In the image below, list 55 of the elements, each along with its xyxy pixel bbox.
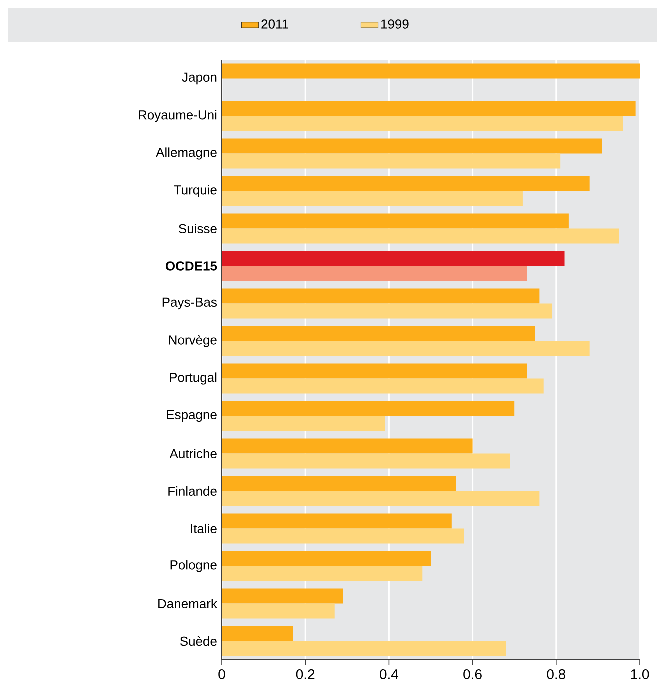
- bar: [222, 228, 620, 244]
- y-tick-label: Allemagne: [156, 148, 217, 160]
- bar: [222, 626, 294, 642]
- bar: [222, 64, 640, 79]
- bar: [222, 116, 624, 132]
- bar: [222, 326, 536, 342]
- bar: [222, 528, 464, 544]
- bar: [222, 476, 456, 492]
- x-tick-label: 0.4: [380, 670, 399, 680]
- bar: [222, 566, 423, 582]
- legend-label: 2011: [262, 20, 288, 29]
- bar: [222, 288, 540, 304]
- y-tick-label: Suède: [180, 636, 217, 646]
- y-tick-label: OCDE15: [166, 262, 218, 271]
- bar: [222, 191, 523, 206]
- bar: [222, 304, 552, 319]
- bar: [222, 266, 528, 282]
- bar: [222, 438, 473, 454]
- x-tick-label: 1.0: [631, 670, 650, 680]
- bar: [222, 641, 506, 656]
- bar: [222, 551, 431, 566]
- bar: [222, 364, 528, 379]
- x-tick-label: 0: [218, 670, 226, 680]
- bar: [222, 401, 515, 416]
- y-tick-label: Turquie: [174, 185, 217, 198]
- bar: [222, 491, 540, 506]
- y-tick-label: Pays-Bas: [162, 298, 217, 310]
- y-tick-label: Danemark: [158, 598, 218, 609]
- y-tick-label: Pologne: [170, 560, 217, 572]
- x-tick-label: 0.6: [464, 670, 482, 680]
- bar: [222, 176, 590, 192]
- y-tick-label: Portugal: [170, 372, 217, 385]
- bar: [222, 454, 510, 469]
- legend-label: 1999: [381, 20, 409, 29]
- y-tick-label: Autriche: [170, 448, 217, 459]
- bar: [222, 588, 344, 604]
- bar: [222, 214, 569, 229]
- bar: [222, 251, 565, 266]
- bar: [222, 154, 561, 169]
- y-tick-label: Japon: [182, 72, 217, 85]
- y-tick-label: Finlande: [168, 486, 217, 496]
- bar: [222, 604, 335, 619]
- bar: [222, 138, 602, 154]
- x-tick-label: 0.8: [547, 670, 566, 680]
- y-tick-label: Norvège: [169, 335, 217, 348]
- y-tick-label: Italie: [191, 524, 217, 534]
- bar: [222, 514, 452, 529]
- y-tick-label: Suisse: [179, 224, 217, 234]
- bar: [222, 378, 544, 394]
- bar: [222, 341, 590, 356]
- bar: [222, 416, 386, 432]
- bar: [222, 101, 636, 116]
- x-tick-label: 0.2: [296, 670, 315, 680]
- y-tick-label: Espagne: [167, 410, 217, 422]
- y-tick-label: Royaume-Uni: [139, 110, 217, 122]
